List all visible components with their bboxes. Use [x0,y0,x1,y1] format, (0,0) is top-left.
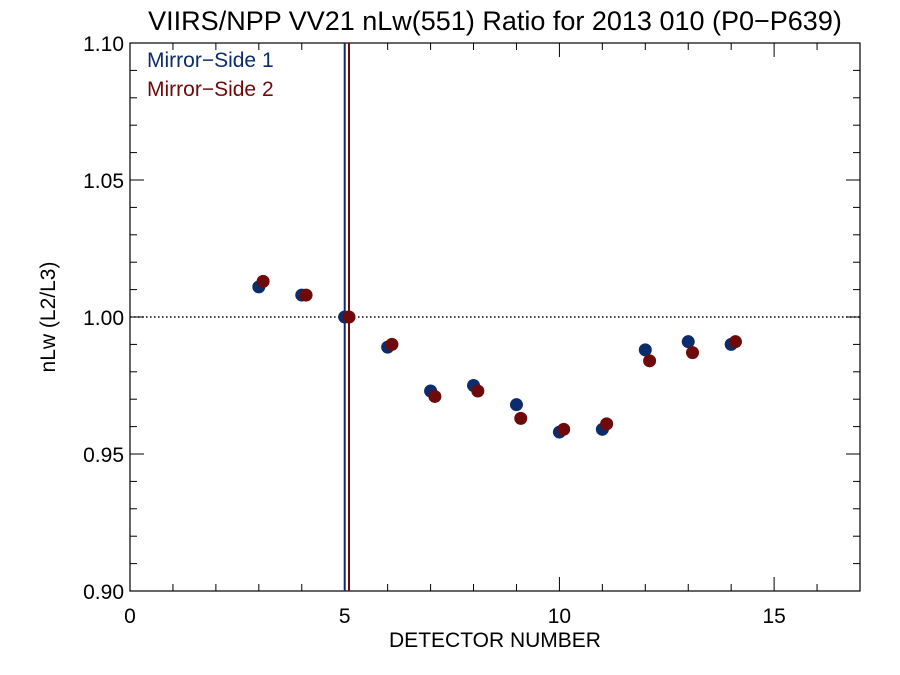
y-tick-label: 1.10 [83,33,124,56]
chart-title: VIIRS/NPP VV21 nLw(551) Ratio for 2013 0… [148,6,842,36]
x-tick-label: 5 [339,605,351,628]
data-point-series-2 [557,422,571,436]
data-point-series-2 [643,354,657,368]
legend-entry-mirror-side-2: Mirror−Side 2 [147,78,274,101]
data-point-series-2 [471,384,485,398]
data-point-series-2 [256,274,270,288]
data-point-series-2 [514,411,528,425]
y-tick-label: 1.00 [83,307,124,330]
y-tick-label: 0.90 [83,581,124,604]
data-point-series-2 [385,337,399,351]
axis-tick-labels: 0 5 10 15 0.90 0.95 1.00 1.05 1.10 [83,33,786,628]
data-point-series-2 [342,310,356,324]
data-points [252,274,742,439]
x-tick-label: 0 [124,605,136,628]
y-axis-label: nLw (L2/L3) [37,262,60,373]
data-point-series-2 [728,335,742,349]
x-tick-label: 15 [762,605,785,628]
legend-entry-mirror-side-1: Mirror−Side 1 [147,49,274,72]
x-axis-label: DETECTOR NUMBER [389,629,601,652]
data-point-series-2 [600,417,614,431]
data-point-series-1 [509,398,523,412]
y-tick-label: 1.05 [83,170,124,193]
data-point-series-2 [299,288,313,302]
data-point-series-2 [428,389,442,403]
data-point-series-1 [681,335,695,349]
data-point-series-2 [686,346,700,360]
y-tick-label: 0.95 [83,444,124,467]
x-tick-label: 10 [548,605,571,628]
data-point-series-1 [638,343,652,357]
